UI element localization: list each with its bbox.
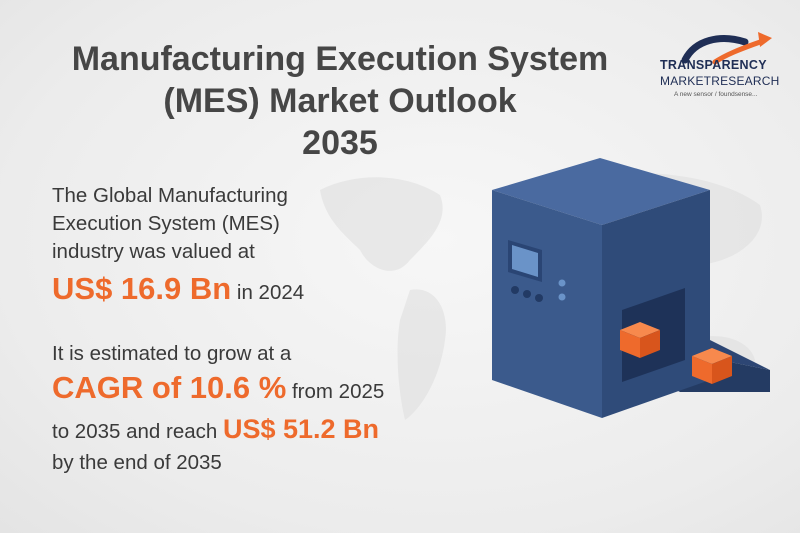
growth-cagr-line: CAGR of 10.6 % from 2025: [52, 368, 384, 412]
cagr-period: from 2025: [291, 380, 385, 403]
page-title: Manufacturing Execution System (MES) Mar…: [40, 38, 640, 164]
logo-name-line-1: TRANSPARENCY: [660, 58, 767, 72]
growth-reach-line: to 2035 and reach US$ 51.2 Bn: [52, 412, 384, 449]
title-line-2: (MES) Market Outlook: [163, 82, 517, 120]
logo-arrow-icon: [681, 32, 772, 65]
cagr-value: CAGR of 10.6 %: [52, 370, 287, 405]
logo-tagline: A new sensor / foundsense...: [674, 91, 758, 98]
brand-logo: TRANSPARENCY MARKETRESEARCH A new sensor…: [660, 30, 785, 105]
market-value-2024: US$ 16.9 Bn: [52, 271, 232, 306]
logo-name-line-2: MARKETRESEARCH: [660, 74, 780, 88]
intro-line-3: industry was valued at: [52, 240, 255, 263]
growth-line-1: It is estimated to grow at a: [52, 342, 292, 365]
machine-illustration: [492, 158, 770, 418]
intro-line-1: The Global Manufacturing: [52, 184, 288, 207]
reach-prefix: to 2035 and reach: [52, 420, 218, 443]
intro-block: The Global Manufacturing Execution Syste…: [52, 182, 304, 310]
market-value-2035: US$ 51.2 Bn: [222, 414, 380, 444]
title-line-3: 2035: [302, 124, 378, 162]
title-line-1: Manufacturing Execution System: [71, 40, 609, 78]
intro-value-line: US$ 16.9 Bn in 2024: [52, 272, 304, 310]
intro-line-2: Execution System (MES): [52, 212, 280, 235]
growth-block: It is estimated to grow at a CAGR of 10.…: [52, 340, 384, 477]
market-value-year: in 2024: [236, 281, 305, 304]
growth-line-4: by the end of 2035: [52, 451, 222, 474]
